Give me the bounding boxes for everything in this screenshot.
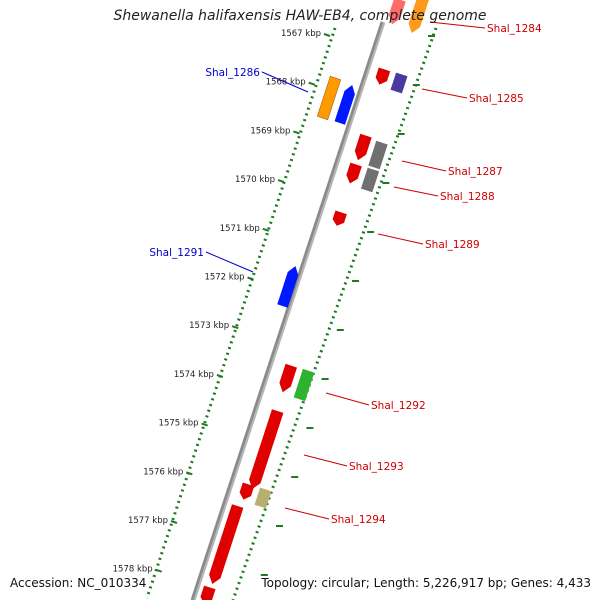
gene-label: Shal_1288: [440, 191, 495, 203]
backbone-ring: [190, 21, 384, 600]
ruler-tick: [185, 471, 193, 476]
ruler-label: 1575 kbp: [159, 419, 199, 429]
gene-shal-1288: [360, 167, 380, 193]
gene-label: Shal_1289: [425, 239, 480, 251]
gene-label-leader: [393, 186, 439, 197]
ruler-tick: [216, 373, 224, 378]
ruler-label: 1573 kbp: [189, 321, 229, 331]
gene-label: Shal_1293: [349, 461, 404, 473]
gene-label-leader: [261, 71, 309, 93]
gene-label: Shal_1286: [205, 67, 260, 79]
gene-shal-1287-red: [354, 133, 372, 161]
gene-label: Shal_1294: [331, 514, 386, 526]
ruler-tick: [231, 325, 239, 330]
gene-shal-1292-red: [279, 363, 297, 393]
ring-layer: [145, 21, 438, 600]
ruler-tick: [308, 81, 316, 86]
ruler-tick: [170, 520, 178, 524]
ruler-label: 1578 kbp: [113, 565, 153, 575]
ruler-tick: [293, 130, 300, 135]
ruler-label: 1571 kbp: [220, 224, 260, 234]
gene-label: Shal_1285: [469, 93, 524, 105]
ruler-ring: [145, 27, 337, 599]
topology-text: Topology: circular; Length: 5,226,917 bp…: [261, 576, 591, 590]
gene-shal-1293: [249, 409, 284, 489]
gene-shal-1284-faded: [388, 0, 406, 25]
ruler-label: 1569 kbp: [250, 126, 290, 136]
gene-shal-1286-orange: [316, 75, 342, 121]
ruler-label: 1570 kbp: [235, 175, 275, 185]
ruler-tick: [247, 276, 254, 281]
gene-shal-1294-red: [239, 482, 255, 500]
gene-shal-1284-orange: [408, 0, 429, 33]
gene-label-leader: [205, 251, 254, 273]
ruler-tick: [323, 33, 331, 37]
gene-label: Shal_1284: [487, 23, 542, 35]
ruler-tick: [262, 227, 270, 232]
ruler-label: 1567 kbp: [281, 29, 321, 39]
gene-label: Shal_1292: [371, 400, 426, 412]
gene-shal-1285: [390, 72, 408, 94]
gene-shal-1289: [332, 210, 347, 226]
gene-label-layer: Shal_1284 Shal_1285 Shal_1286 Shal_1287 Shal…: [149, 21, 542, 526]
gene-shal-1291: [277, 266, 299, 308]
ruler-label: 1574 kbp: [174, 370, 214, 380]
gene-shal-1287: [368, 140, 388, 170]
gene-shal-1292: [293, 368, 315, 402]
gene-label-leader: [377, 233, 424, 245]
gene-red-cut: [200, 585, 216, 600]
gene-label-leader: [401, 160, 447, 172]
ruler-label: 1576 kbp: [143, 467, 183, 477]
ruler-tick: [201, 422, 208, 427]
gene-red-bottom: [209, 504, 244, 584]
gene-label: Shal_1291: [149, 247, 204, 259]
accession-text: Accession: NC_010334: [10, 576, 147, 590]
genome-title: Shewanella halifaxensis HAW-EB4, complet…: [113, 8, 487, 24]
gene-shal-1288-red: [346, 162, 362, 184]
gene-label-leader: [429, 21, 486, 29]
gene-label-leader: [303, 454, 348, 467]
ruler-label: 1577 kbp: [128, 516, 168, 526]
gene-layer: [200, 0, 429, 600]
ruler-tick: [277, 179, 285, 184]
gene-shal-1294: [254, 487, 272, 509]
ruler-label: 1572 kbp: [204, 273, 244, 283]
gene-label-leader: [421, 88, 468, 99]
gene-shal-1286: [334, 85, 355, 125]
gene-label-leader: [284, 507, 330, 520]
gene-shal-1285-red: [375, 67, 391, 85]
gene-label: Shal_1287: [448, 166, 503, 178]
ruler-tick: [155, 568, 163, 573]
gene-label-leader: [325, 392, 370, 406]
